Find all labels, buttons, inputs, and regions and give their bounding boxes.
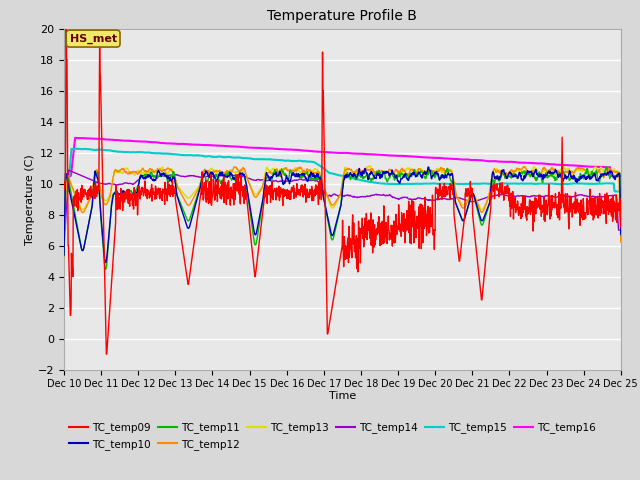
TC_temp09: [102, 351, 110, 357]
TC_temp15: [60, 189, 68, 194]
TC_temp12: [103, 201, 111, 206]
TC_temp16: [378, 152, 385, 158]
TC_temp16: [60, 173, 68, 179]
TC_temp10: [60, 252, 68, 258]
TC_temp13: [367, 163, 374, 168]
TC_temp13: [60, 253, 68, 259]
Line: TC_temp11: TC_temp11: [64, 167, 621, 269]
TC_temp09: [127, 197, 134, 203]
TC_temp10: [378, 172, 385, 178]
TC_temp10: [297, 172, 305, 178]
TC_temp10: [102, 260, 109, 265]
TC_temp14: [617, 228, 625, 233]
TC_temp14: [378, 192, 385, 198]
TC_temp11: [126, 188, 134, 193]
Line: TC_temp14: TC_temp14: [64, 170, 621, 230]
TC_temp14: [308, 178, 316, 183]
TC_temp15: [297, 158, 305, 164]
TC_temp13: [318, 176, 326, 182]
TC_temp10: [424, 164, 432, 170]
TC_temp14: [60, 228, 68, 233]
TC_temp11: [102, 266, 109, 272]
Text: HS_met: HS_met: [70, 34, 116, 44]
Line: TC_temp16: TC_temp16: [64, 138, 621, 176]
TC_temp10: [318, 183, 326, 189]
TC_temp14: [318, 186, 326, 192]
TC_temp14: [104, 181, 111, 187]
TC_temp11: [617, 232, 625, 238]
TC_temp16: [297, 147, 305, 153]
Line: TC_temp12: TC_temp12: [64, 167, 621, 256]
TC_temp09: [62, 26, 70, 32]
TC_temp09: [378, 241, 385, 247]
TC_temp12: [60, 253, 68, 259]
TC_temp14: [297, 176, 305, 182]
TC_temp10: [104, 248, 111, 253]
TC_temp13: [617, 239, 625, 244]
TC_temp13: [103, 197, 111, 203]
TC_temp16: [104, 137, 111, 143]
Y-axis label: Temperature (C): Temperature (C): [25, 154, 35, 245]
TC_temp11: [104, 252, 111, 258]
TC_temp09: [308, 187, 316, 192]
TC_temp15: [318, 164, 326, 170]
TC_temp10: [617, 231, 625, 237]
TC_temp09: [319, 49, 326, 55]
Line: TC_temp13: TC_temp13: [64, 166, 621, 256]
TC_temp12: [308, 170, 316, 176]
TC_temp11: [60, 253, 68, 259]
TC_temp15: [308, 159, 316, 165]
TC_temp16: [318, 149, 326, 155]
TC_temp14: [65, 167, 72, 173]
TC_temp13: [308, 168, 316, 174]
Line: TC_temp09: TC_temp09: [64, 29, 621, 354]
TC_temp16: [126, 138, 134, 144]
TC_temp12: [521, 164, 529, 169]
TC_temp11: [318, 183, 326, 189]
Line: TC_temp15: TC_temp15: [64, 149, 621, 192]
TC_temp10: [126, 191, 134, 197]
TC_temp12: [318, 178, 326, 184]
TC_temp12: [617, 239, 625, 245]
X-axis label: Time: Time: [329, 391, 356, 401]
TC_temp11: [297, 175, 305, 180]
TC_temp15: [378, 180, 385, 186]
TC_temp09: [297, 185, 305, 191]
TC_temp16: [617, 173, 625, 179]
TC_temp12: [377, 169, 385, 175]
TC_temp16: [308, 148, 316, 154]
TC_temp15: [617, 189, 625, 194]
TC_temp15: [126, 149, 134, 155]
TC_temp13: [378, 169, 385, 175]
TC_temp10: [308, 172, 316, 178]
Line: TC_temp10: TC_temp10: [64, 167, 621, 263]
TC_temp09: [617, 224, 625, 230]
TC_temp16: [71, 135, 79, 141]
TC_temp11: [378, 174, 385, 180]
TC_temp11: [308, 177, 316, 183]
TC_temp12: [296, 165, 304, 170]
TC_temp13: [296, 169, 304, 175]
TC_temp09: [60, 180, 68, 186]
TC_temp12: [126, 170, 134, 176]
TC_temp13: [126, 168, 134, 174]
Legend: TC_temp09, TC_temp10, TC_temp11, TC_temp12, TC_temp13, TC_temp14, TC_temp15, TC_: TC_temp09, TC_temp10, TC_temp11, TC_temp…: [69, 422, 596, 450]
TC_temp09: [104, 335, 111, 340]
TC_temp15: [104, 147, 111, 153]
TC_temp11: [603, 164, 611, 169]
Title: Temperature Profile B: Temperature Profile B: [268, 10, 417, 24]
TC_temp15: [72, 146, 80, 152]
TC_temp14: [126, 180, 134, 186]
